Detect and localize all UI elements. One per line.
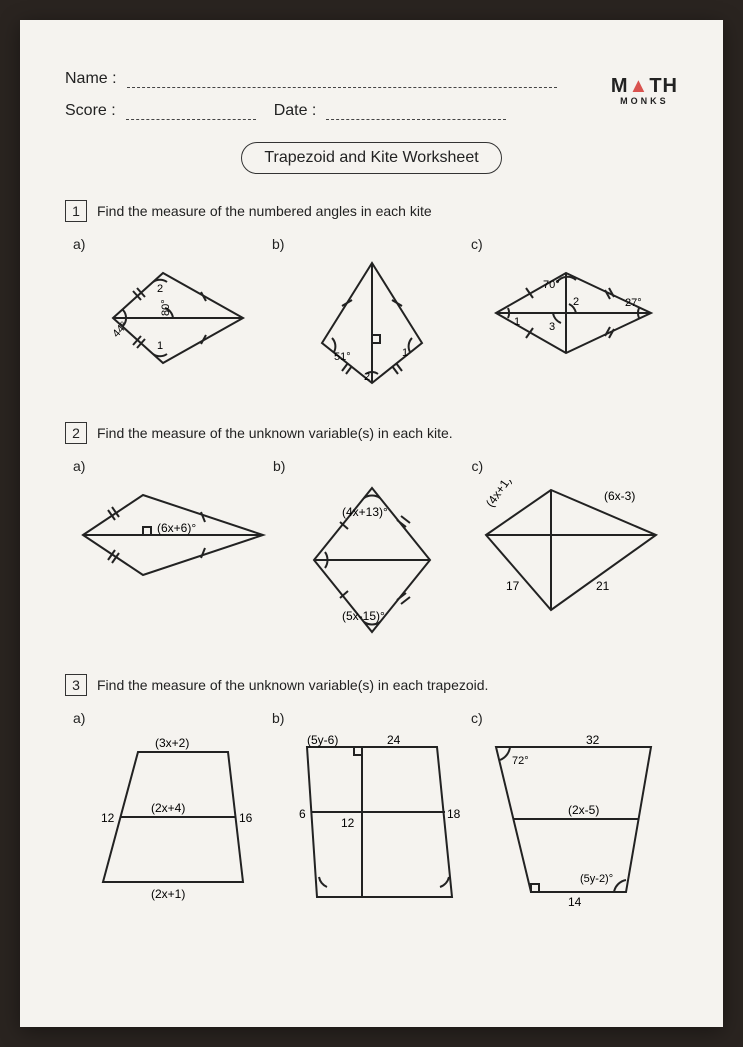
logo: M▲TH MONKS — [611, 75, 678, 106]
q2b-top: (4x+13)° — [342, 505, 388, 519]
question-2-number: 2 — [65, 422, 87, 444]
question-3-header: 3 Find the measure of the unknown variab… — [65, 674, 678, 696]
q3a-cell: a) (3x+2) (2x+4) (2x+1) 12 16 — [73, 710, 272, 912]
q3c-top: 32 — [586, 733, 600, 747]
q1a-label: a) — [73, 236, 272, 252]
title-row: Trapezoid and Kite Worksheet — [65, 142, 678, 174]
q2c-br: 21 — [596, 579, 610, 593]
q1c-kite: 70° 27° 1 2 3 — [481, 258, 661, 368]
q3a-left: 12 — [101, 811, 115, 825]
q3a-top: (3x+2) — [155, 736, 189, 750]
q3b-tl: (5y-6) — [307, 733, 338, 747]
q1b-label-2: 2 — [364, 371, 370, 383]
q2a-label: a) — [73, 458, 273, 474]
q1c-label: c) — [471, 236, 670, 252]
q1a-label-2: 2 — [157, 283, 163, 295]
q1b-label: b) — [272, 236, 471, 252]
q2b-label: b) — [273, 458, 472, 474]
question-2-header: 2 Find the measure of the unknown variab… — [65, 422, 678, 444]
q1a-angle-44: 44° — [110, 320, 130, 340]
question-1-header: 1 Find the measure of the numbered angle… — [65, 200, 678, 222]
q1c-label-1: 1 — [514, 316, 520, 328]
q3b-top: 24 — [387, 733, 401, 747]
question-1-number: 1 — [65, 200, 87, 222]
name-row: Name : — [65, 70, 678, 88]
q1b-label-1: 1 — [402, 347, 408, 359]
q3c-cell: c) 32 72° (2x-5) (5y-2)° 14 — [471, 710, 670, 912]
name-line — [127, 70, 557, 88]
q3b-label: b) — [272, 710, 471, 726]
logo-letters-th: TH — [649, 75, 678, 97]
q1a-label-1: 1 — [157, 340, 163, 352]
q2c-kite: (4x+1) (6x-3) 17 21 — [476, 480, 666, 620]
q2b-cell: b) (4x+13)° (5x-15)° — [273, 458, 472, 640]
question-3-text: Find the measure of the unknown variable… — [97, 677, 488, 693]
q3c-mid: (2x-5) — [568, 803, 599, 817]
date-label: Date : — [274, 102, 317, 120]
worksheet-title: Trapezoid and Kite Worksheet — [241, 142, 501, 174]
q3a-bot: (2x+1) — [151, 887, 185, 901]
score-label: Score : — [65, 102, 116, 120]
q2c-tl: (4x+1) — [483, 480, 514, 510]
date-line — [326, 102, 506, 120]
q1c-label-3: 3 — [549, 321, 555, 333]
q3a-mid: (2x+4) — [151, 801, 185, 815]
q3b-right: 18 — [447, 807, 461, 821]
logo-triangle: ▲ — [629, 75, 650, 97]
q1b-kite: 51° 1 2 — [302, 258, 442, 388]
logo-subtext: MONKS — [611, 96, 678, 106]
q2a-cell: a) (6x+6)° — [73, 458, 273, 640]
worksheet-page: M▲TH MONKS Name : Score : Date : Trapezo… — [20, 20, 723, 1027]
q1c-label-2: 2 — [573, 296, 579, 308]
q3b-cell: b) (5y-6) 24 6 12 18 — [272, 710, 471, 912]
q1b-angle-51: 51° — [334, 351, 351, 363]
question-1-text: Find the measure of the numbered angles … — [97, 203, 432, 219]
q3b-trapezoid: (5y-6) 24 6 12 18 — [277, 732, 467, 912]
q3c-trapezoid: 32 72° (2x-5) (5y-2)° 14 — [476, 732, 666, 907]
q2c-cell: c) (4x+1) (6x-3) 17 21 — [472, 458, 671, 640]
logo-letter-m: M — [611, 75, 629, 97]
question-3-number: 3 — [65, 674, 87, 696]
q3c-label: c) — [471, 710, 670, 726]
q3b-mid: 12 — [341, 816, 355, 830]
q2a-kite: (6x+6)° — [73, 480, 273, 590]
q1b-cell: b) 51° 1 2 — [272, 236, 471, 388]
q3a-trapezoid: (3x+2) (2x+4) (2x+1) 12 16 — [83, 732, 263, 902]
q2b-bot: (5x-15)° — [342, 609, 385, 623]
q2c-bl: 17 — [506, 579, 520, 593]
q1a-angle-80: 80° — [160, 299, 172, 316]
q1c-angle-27: 27° — [625, 297, 642, 309]
q1c-angle-70: 70° — [543, 279, 560, 291]
q2c-label: c) — [472, 458, 671, 474]
q1a-kite: 44° 80° 1 2 — [93, 258, 253, 378]
q3a-label: a) — [73, 710, 272, 726]
q2a-expr: (6x+6)° — [157, 521, 196, 535]
q3a-right: 16 — [239, 811, 253, 825]
question-1-figures: a) 44° 80° 1 — [65, 236, 678, 388]
q2b-kite: (4x+13)° (5x-15)° — [302, 480, 442, 640]
q1c-cell: c) 70° 27° 1 — [471, 236, 670, 388]
question-2-figures: a) (6x+6)° b) — [65, 458, 678, 640]
q3c-bot: 14 — [568, 895, 582, 907]
question-2-text: Find the measure of the unknown variable… — [97, 425, 453, 441]
score-date-row: Score : Date : — [65, 102, 678, 120]
q1a-cell: a) 44° 80° 1 — [73, 236, 272, 388]
q3b-left: 6 — [299, 807, 306, 821]
q2c-tr: (6x-3) — [604, 489, 635, 503]
q3c-ang2: (5y-2)° — [580, 873, 613, 885]
question-3-figures: a) (3x+2) (2x+4) (2x+1) 12 16 b) — [65, 710, 678, 912]
name-label: Name : — [65, 70, 117, 88]
score-line — [126, 102, 256, 120]
q3c-ang1: 72° — [512, 755, 529, 767]
